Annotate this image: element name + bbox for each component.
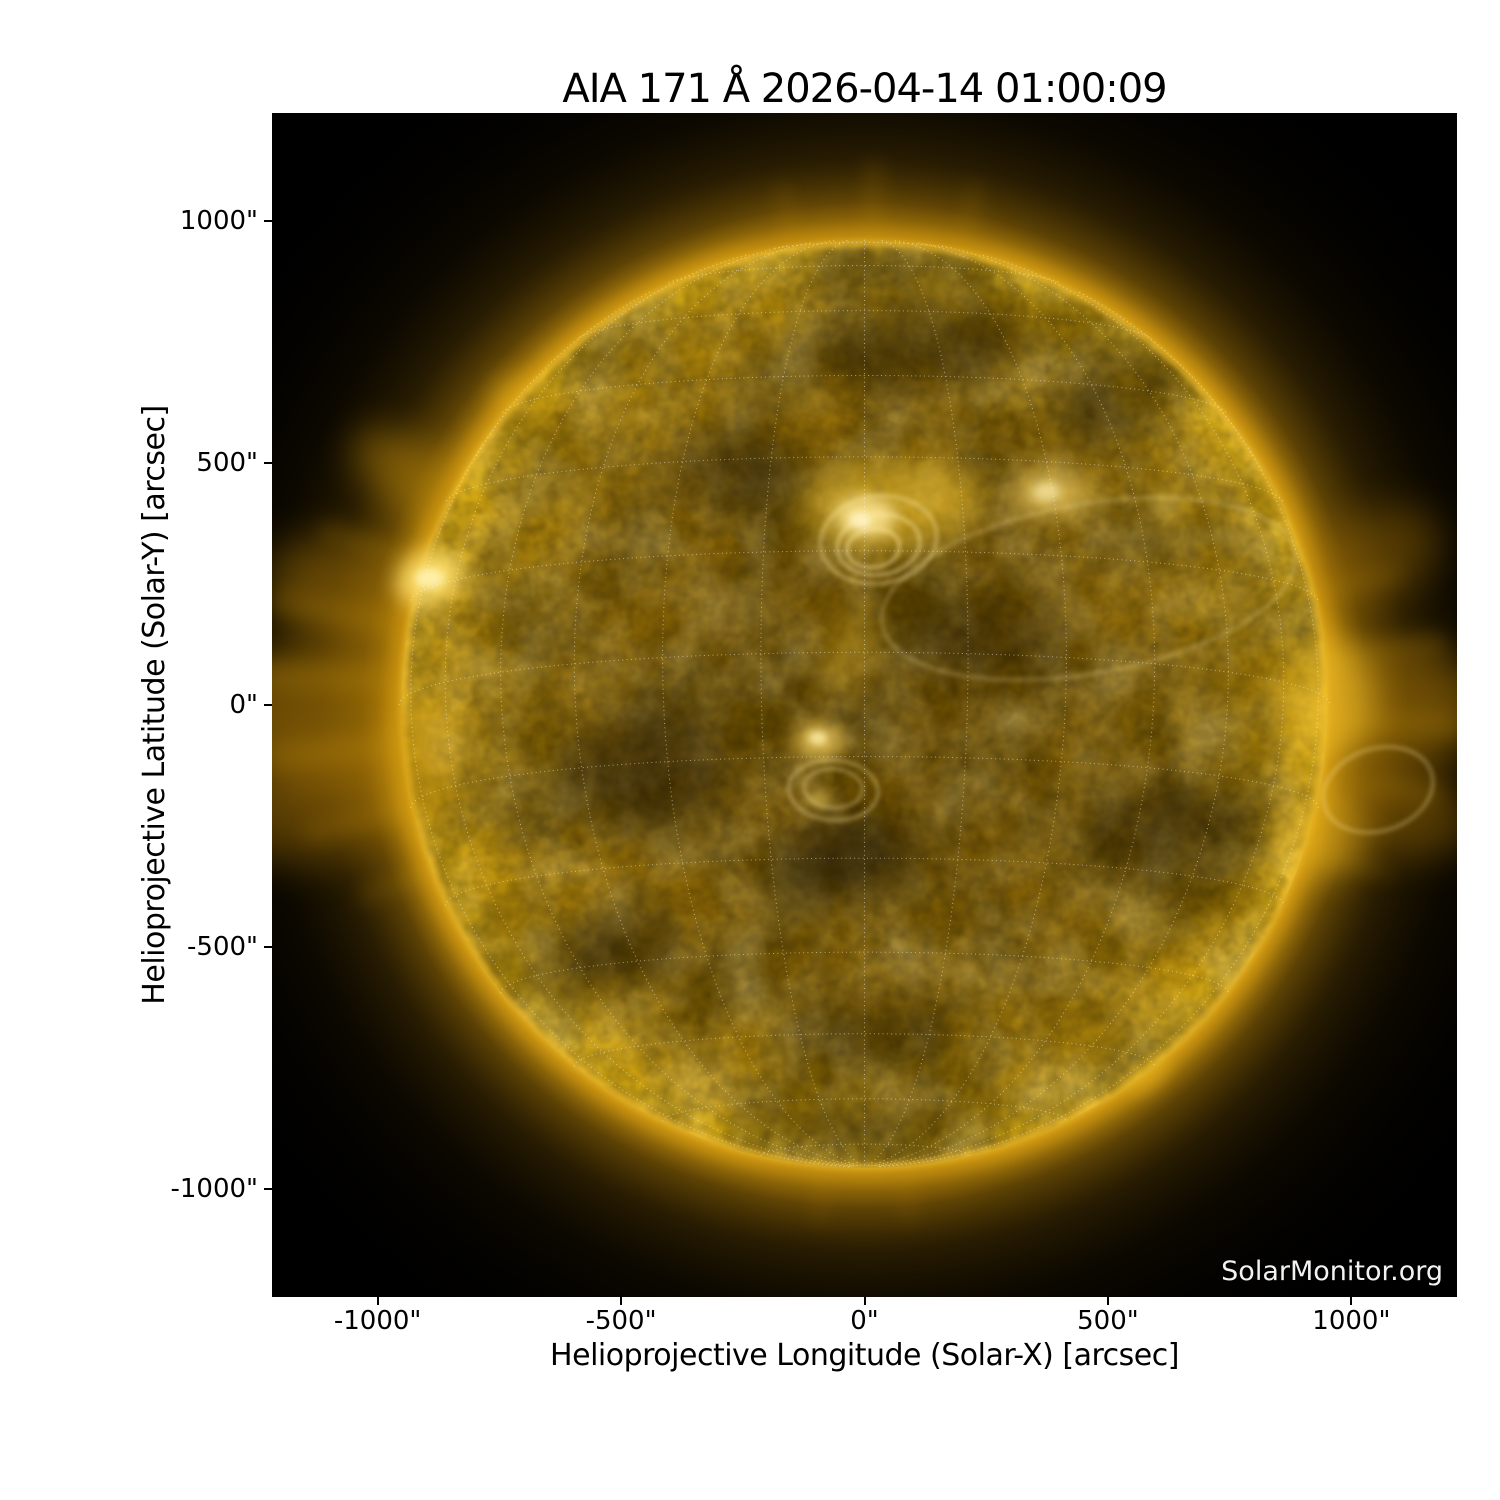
y-tick-label: -500" (187, 932, 258, 963)
bright-region (489, 376, 548, 424)
bright-region (1284, 781, 1363, 879)
bright-region (808, 731, 828, 745)
chart-title: AIA 171 Å 2026-04-14 01:00:09 (562, 66, 1167, 112)
dark-region (804, 301, 1033, 389)
plot-area: SolarMonitor.org (272, 113, 1457, 1297)
coronal-loop (835, 513, 922, 577)
y-tick-label: 500" (196, 447, 258, 478)
coronal-loop (787, 758, 880, 822)
bright-region (384, 687, 453, 833)
grid-meridian (879, 253, 1285, 1167)
grid-parallel (662, 1098, 1067, 1122)
grid-meridian (867, 239, 969, 1166)
bright-region (1282, 639, 1375, 761)
y-tick-label: 1000" (179, 205, 258, 236)
x-tick-label: -1000" (333, 1306, 422, 1336)
streamer (272, 738, 432, 861)
x-tick-mark (1350, 1297, 1353, 1305)
coronal-ray (272, 589, 432, 641)
grid-parallel (573, 1033, 1156, 1067)
bright-region (1149, 492, 1183, 518)
x-tick-label: 1000" (1312, 1306, 1391, 1336)
dark-region (747, 242, 982, 294)
dark-regions (550, 242, 1252, 1165)
coronal-loop (845, 527, 901, 570)
x-tick-mark (1106, 1297, 1109, 1305)
bright-region (819, 605, 878, 695)
coronal-loops (787, 494, 1435, 834)
x-tick-label: 0" (850, 1306, 879, 1336)
dark-region (915, 596, 1062, 684)
y-tick-mark (264, 219, 272, 222)
x-axis-title: Helioprojective Longitude (Solar-X) [arc… (550, 1338, 1179, 1373)
y-tick-mark (264, 1188, 272, 1191)
x-tick-mark (620, 1297, 623, 1305)
bright-region (1031, 481, 1062, 503)
disk-texture (401, 242, 1328, 1168)
watermark: SolarMonitor.org (1221, 1256, 1443, 1287)
bright-region (807, 790, 833, 808)
streamer (1311, 764, 1457, 856)
y-tick-label: -1000" (170, 1174, 258, 1205)
grid-parallel (444, 857, 1285, 906)
dark-region (563, 711, 730, 828)
bright-region (415, 568, 445, 588)
x-tick-mark (863, 1297, 866, 1305)
y-tick-mark (264, 946, 272, 949)
coronal-loop (1321, 745, 1435, 834)
coronal-loop (879, 495, 1298, 682)
dark-region (780, 996, 957, 1065)
x-tick-label: 500" (1077, 1306, 1139, 1336)
grid-meridian (760, 239, 862, 1166)
coronal-ray (272, 659, 427, 697)
coronal-loop (818, 494, 939, 586)
dark-region (550, 911, 687, 989)
grid-parallel (578, 310, 1151, 339)
dark-region (1085, 781, 1252, 879)
solar-image (272, 113, 1457, 1297)
y-tick-mark (264, 461, 272, 464)
coronal-loop (802, 767, 864, 809)
dark-region (737, 1097, 992, 1165)
grid-meridian (444, 253, 850, 1167)
grid-meridian (573, 241, 855, 1167)
active-regions (384, 376, 1375, 1095)
y-tick-label: 0" (229, 690, 258, 720)
bright-region (1127, 1055, 1170, 1095)
streamer (1295, 508, 1442, 612)
x-tick-mark (376, 1297, 379, 1305)
grid-parallel (410, 550, 1319, 601)
y-tick-mark (264, 704, 272, 706)
grid-meridian (874, 241, 1156, 1167)
dark-region (1044, 361, 1193, 439)
x-tick-label: -500" (585, 1306, 657, 1336)
dark-region (774, 816, 919, 900)
dark-region (667, 431, 810, 508)
grid-parallel (502, 375, 1227, 413)
heliographic-grid (398, 239, 1331, 1168)
